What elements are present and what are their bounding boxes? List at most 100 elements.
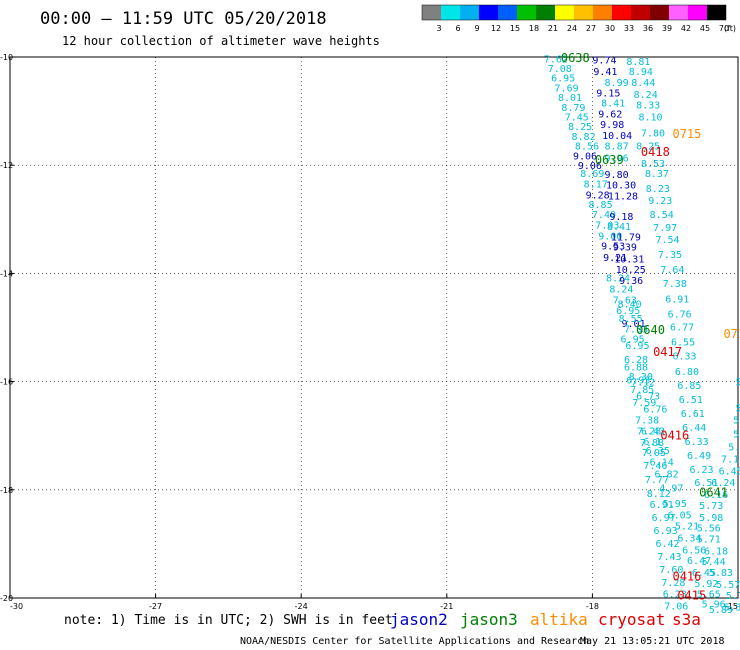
wave-height-value: 6.16 <box>704 490 728 501</box>
mission-legend: jason2 jason3 altika cryosat s3a <box>390 610 701 629</box>
wave-height-value: 8.25 <box>636 142 660 153</box>
chart-subtitle: 12 hour collection of altimeter wave hei… <box>62 34 380 48</box>
wave-height-value: 10.31 <box>614 254 644 265</box>
wave-height-value: 9.15 <box>596 89 620 100</box>
track-time-label: 0638 <box>561 51 590 65</box>
colorbar-label: 21 <box>548 24 558 33</box>
mission-legend-s3a: s3a <box>672 610 701 629</box>
wave-height-value: 6.43 <box>641 426 665 437</box>
wave-height-value: 5.8 <box>733 415 740 426</box>
wave-height-value: 6.47 <box>687 556 711 567</box>
colorbar-label: 15 <box>510 24 520 33</box>
wave-height-value: 8.79 <box>561 103 585 114</box>
wave-height-value: 6.28 <box>624 355 648 366</box>
wave-height-value: 7.60 <box>659 565 683 576</box>
colorbar-swatch <box>707 5 726 20</box>
wave-height-value: 7.11 <box>721 454 740 465</box>
wave-height-value: 6.77 <box>670 322 694 333</box>
y-tick-label: -20 <box>0 594 13 603</box>
footer-note: note: 1) Time is in UTC; 2) SWH is in fe… <box>64 613 393 628</box>
wave-height-value: 5. <box>736 378 740 389</box>
wave-height-value: 9.28 <box>586 190 610 201</box>
colorbar-border <box>421 4 727 21</box>
wave-height-value: 7.97 <box>653 223 677 234</box>
wave-height-value: 6.91 <box>650 500 674 511</box>
wave-height-value: 8.53 <box>641 159 665 170</box>
colorbar-label: 70 <box>719 24 729 33</box>
track-time-label: 0415 <box>677 588 706 602</box>
wave-height-value: 8.69 <box>580 169 604 180</box>
y-tick-label: -14 <box>0 269 13 278</box>
wave-height-value: 5.33 <box>723 603 740 614</box>
wave-height-value: 6.42 <box>655 539 679 550</box>
colorbar-label: 30 <box>605 24 615 33</box>
wave-height-value: 6.95 <box>621 334 645 345</box>
wave-height-value: 9.96 <box>605 154 629 165</box>
x-axis: -30 -27 -24 -21 -18 -15 <box>9 594 739 611</box>
wave-height-value: 5.96 <box>702 599 726 610</box>
wave-height-value: 8.37 <box>645 169 669 180</box>
wave-height-value: 10.30 <box>606 181 636 192</box>
wave-height-value: 7.38 <box>663 279 687 290</box>
wave-height-value: 6.1 <box>643 437 661 448</box>
colorbar-swatch <box>479 5 498 20</box>
timestamp-text: May 21 13:05:21 UTC 2018 <box>580 636 725 647</box>
wave-height-value: 8.94 <box>629 67 653 78</box>
wave-height-value: 6.61 <box>681 409 705 420</box>
track-time-label: 0639 <box>595 153 624 167</box>
wave-height-value: 7.38 <box>635 415 659 426</box>
wave-height-value: 8.17 <box>584 180 608 191</box>
wave-height-value: 6.51 <box>679 395 703 406</box>
wave-height-value: 7.08 <box>548 64 572 75</box>
wave-height-value: 5.89 <box>709 605 733 616</box>
wave-height-value: 8.40 <box>618 300 642 311</box>
wave-height-value: 6.93 <box>626 375 650 386</box>
wave-height-value: 10.04 <box>602 131 632 142</box>
colorbar-swatch <box>612 5 631 20</box>
wave-height-value: 6.51 <box>694 478 718 489</box>
mission-legend-jason2: jason2 <box>390 610 448 629</box>
colorbar-swatch <box>422 5 441 20</box>
wave-height-value: 8.56 <box>575 142 599 153</box>
colorbar-swatch <box>441 5 460 20</box>
colorbar-swatch <box>669 5 688 20</box>
colorbar-label: 12 <box>491 24 501 33</box>
track-time-label: 0417 <box>653 345 682 359</box>
wave-height-value: 8.24 <box>609 285 633 296</box>
wave-height-value: 6.82 <box>655 470 679 481</box>
wave-height-value: 8.44 <box>631 78 655 89</box>
wave-height-value: 6.44 <box>682 423 706 434</box>
colorbar-swatch <box>574 5 593 20</box>
wave-height-value: 7.05 <box>642 448 666 459</box>
wave-height-value: 8.82 <box>572 132 596 143</box>
colorbar-label: 27 <box>586 24 596 33</box>
wave-height-value: 6.76 <box>668 309 692 320</box>
colorbar: 3 6 9 12 15 18 21 24 27 30 33 36 39 42 45 70(ft) <box>421 4 736 33</box>
wave-height-value: 7.43 <box>657 552 681 563</box>
wave-height-value: 7.46 <box>643 461 667 472</box>
wave-height-value: 5.73 <box>699 501 723 512</box>
wave-height-value: 8.24 <box>606 274 630 285</box>
wave-height-value: 8.25 <box>568 122 592 133</box>
wave-height-value: 11.28 <box>608 191 638 202</box>
wave-height-value: 7.69 <box>555 83 579 94</box>
wave-height-value: 9.53 <box>601 241 625 252</box>
colorbar-swatch <box>631 5 650 20</box>
wave-height-value: 6.80 <box>675 367 699 378</box>
wave-height-value: 5.65 <box>697 590 721 601</box>
wave-height-value: 9.80 <box>605 170 629 181</box>
track-time-label: 0416 <box>660 429 689 443</box>
wave-height-value: 11.79 <box>611 233 641 244</box>
x-tick-label: -15 <box>725 602 738 611</box>
colorbar-label: 45 <box>700 24 710 33</box>
wave-height-value: 9.06 <box>578 161 602 172</box>
wave-height-value: 7.54 <box>655 235 679 246</box>
wave-height-value: 6.55 <box>671 338 695 349</box>
wave-height-value: 5.25 <box>728 443 740 454</box>
colorbar-label: 39 <box>662 24 672 33</box>
colorbar-label: 6 <box>455 24 460 33</box>
wave-height-value: 8.99 <box>605 78 629 89</box>
x-tick-label: -18 <box>586 602 599 611</box>
wave-height-value: 7.83 <box>624 325 648 336</box>
